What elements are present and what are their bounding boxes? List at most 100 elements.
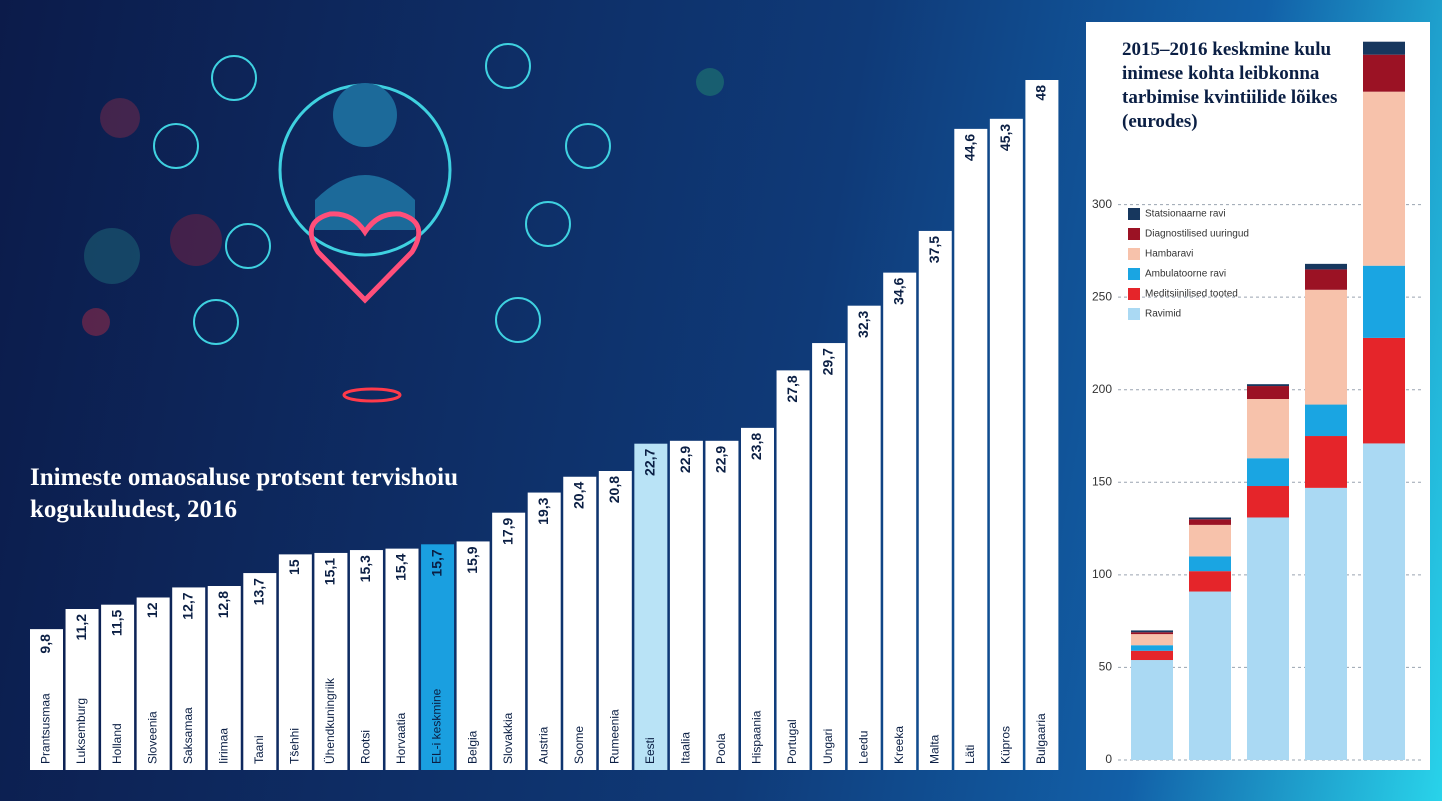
legend-label: Diagnostilised uuringud [1145, 229, 1249, 240]
bar-segment [1131, 650, 1173, 661]
bar [349, 550, 383, 770]
value-label: 9,8 [37, 634, 53, 654]
bar [101, 604, 135, 770]
legend-label: Ambulatoorne ravi [1145, 269, 1226, 280]
bar [243, 573, 277, 770]
bar [421, 544, 455, 770]
category-label: Ühendkuningriik [323, 677, 337, 764]
bar [812, 343, 846, 770]
bar [65, 609, 99, 770]
bar-segment [1189, 556, 1231, 572]
category-label: Rumeenia [607, 709, 621, 764]
value-label: 11,2 [73, 614, 89, 641]
category-label: Eesti [643, 737, 657, 764]
value-label: 27,8 [784, 375, 800, 402]
category-label: Küpros [999, 726, 1013, 764]
category-label: Kreeka [892, 726, 906, 764]
category-label: Saksamaa [181, 707, 195, 764]
value-label: 29,7 [819, 348, 835, 375]
bar-segment [1363, 443, 1405, 760]
value-label: 15,3 [357, 555, 373, 582]
bar [563, 476, 597, 770]
category-label: Prantsusmaa [39, 693, 53, 764]
illustration [82, 43, 724, 403]
category-label: Itaalia [679, 732, 693, 764]
category-label: Leedu [856, 731, 870, 764]
bar-segment [1305, 404, 1347, 437]
category-label: Iirimaa [216, 728, 230, 764]
bar-segment [1131, 660, 1173, 760]
value-label: 15,9 [464, 546, 480, 573]
bar-segment [1189, 524, 1231, 557]
bar-segment [1305, 289, 1347, 405]
bar [847, 305, 881, 770]
value-label: 22,7 [642, 448, 658, 475]
bar-segment [1363, 265, 1405, 338]
bar-segment [1131, 632, 1173, 635]
bar [918, 230, 952, 770]
bar-segment [1247, 517, 1289, 760]
bar-segment [1189, 591, 1231, 760]
bar-segment [1189, 517, 1231, 520]
y-tick-label: 50 [1099, 660, 1113, 674]
y-tick-label: 300 [1092, 197, 1112, 211]
value-label: 15,4 [393, 553, 409, 580]
bar [741, 427, 774, 770]
y-tick-label: 250 [1092, 289, 1112, 303]
category-label: Belgia [465, 730, 479, 764]
value-label: 15 [286, 559, 302, 575]
bar-segment [1305, 436, 1347, 488]
category-label: Malta [927, 734, 941, 764]
chart-title: Inimeste omaosaluse protsent tervishoiu … [30, 464, 459, 523]
bar [669, 440, 703, 770]
legend-swatch [1128, 228, 1140, 240]
bar-segment [1247, 386, 1289, 399]
value-label: 20,8 [606, 476, 622, 503]
category-label: Luksemburg [74, 698, 88, 764]
category-label: Ungari [821, 729, 835, 764]
category-label: Bulgaaria [1034, 713, 1048, 764]
legend-swatch [1128, 308, 1140, 320]
legend-label: Hambaravi [1145, 249, 1193, 260]
bar-segment [1189, 571, 1231, 592]
category-label: Hispaania [750, 710, 764, 764]
value-label: 22,9 [713, 446, 729, 473]
value-label: 15,1 [322, 558, 338, 585]
category-label: Poola [714, 733, 728, 764]
category-label: Holland [110, 723, 124, 764]
category-label: Sloveenia [145, 711, 159, 764]
value-label: 48 [1033, 85, 1049, 101]
bar [136, 597, 170, 770]
value-label: 32,3 [855, 310, 871, 337]
bar [776, 370, 810, 770]
category-label: Taani [252, 735, 266, 764]
bar [456, 541, 490, 770]
value-label: 22,9 [677, 446, 693, 473]
bar-segment [1247, 458, 1289, 487]
bar [385, 548, 419, 770]
bar [527, 492, 561, 770]
bar [883, 272, 917, 770]
bar-segment [1363, 41, 1405, 55]
bar-segment [1305, 263, 1347, 270]
value-label: 34,6 [890, 277, 906, 304]
bar [705, 440, 739, 770]
bar [989, 118, 1023, 770]
legend-label: Meditsiinilised tooted [1145, 289, 1238, 300]
bar [314, 552, 348, 770]
category-label: Portugal [785, 719, 799, 764]
category-label: EL-i keskmine [430, 688, 444, 764]
value-label: 13,7 [251, 578, 267, 605]
bar-segment [1363, 91, 1405, 266]
value-label: 44,6 [962, 134, 978, 161]
bar [598, 471, 632, 770]
category-label: Horvaatia [394, 712, 408, 764]
y-tick-label: 0 [1105, 752, 1112, 766]
legend-label: Statsionaarne ravi [1145, 209, 1226, 220]
bar [278, 554, 312, 770]
legend-swatch [1128, 208, 1140, 220]
category-label: Soome [572, 726, 586, 764]
value-label: 12 [144, 602, 160, 618]
